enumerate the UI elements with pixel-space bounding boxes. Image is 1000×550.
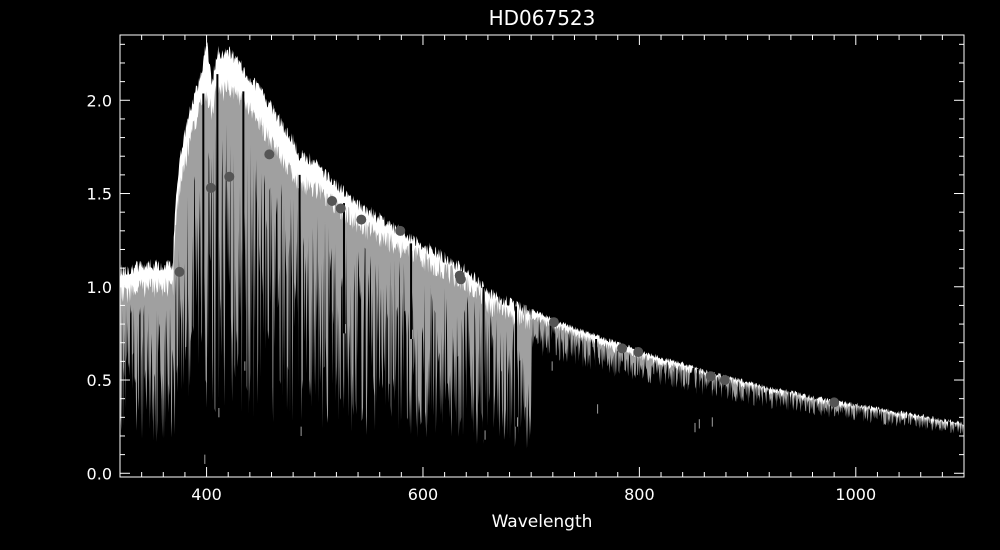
absorption-envelope <box>120 124 964 478</box>
y-tick-label-2.0: 2.0 <box>87 91 112 110</box>
chart-title: HD067523 <box>489 6 596 30</box>
plot-area <box>120 42 964 478</box>
x-axis-label: Wavelength <box>492 512 593 532</box>
photometry-point-0 <box>174 266 185 277</box>
photometry-point-6 <box>356 214 367 225</box>
y-tick-label-0.5: 0.5 <box>87 371 112 390</box>
y-tick-label-0.0: 0.0 <box>87 464 112 483</box>
y-axis: 0.0 0.5 1.0 1.5 2.0 <box>87 43 964 483</box>
photometry-point-1 <box>205 182 216 193</box>
photometry-point-11 <box>617 343 628 354</box>
photometry-point-15 <box>829 397 840 408</box>
axes-frame <box>119 34 965 478</box>
y-tick-label-1.5: 1.5 <box>87 185 112 204</box>
photometry-point-9 <box>455 274 466 285</box>
x-tick-label-1000: 1000 <box>835 485 876 504</box>
photometry-point-13 <box>705 371 716 382</box>
photometry-point-12 <box>633 347 644 358</box>
x-axis: 400 600 800 1000 <box>141 35 965 504</box>
photometry-point-3 <box>264 149 275 160</box>
x-tick-label-800: 800 <box>624 485 655 504</box>
x-tick-label-400: 400 <box>191 485 222 504</box>
photometry-point-4 <box>327 195 338 206</box>
photometry-point-2 <box>224 171 235 182</box>
photometry-point-5 <box>335 203 346 214</box>
photometry-point-7 <box>395 225 406 236</box>
x-tick-label-600: 600 <box>408 485 439 504</box>
photometry-point-10 <box>548 317 559 328</box>
photometry-point-14 <box>719 375 730 386</box>
y-tick-label-1.0: 1.0 <box>87 278 112 297</box>
